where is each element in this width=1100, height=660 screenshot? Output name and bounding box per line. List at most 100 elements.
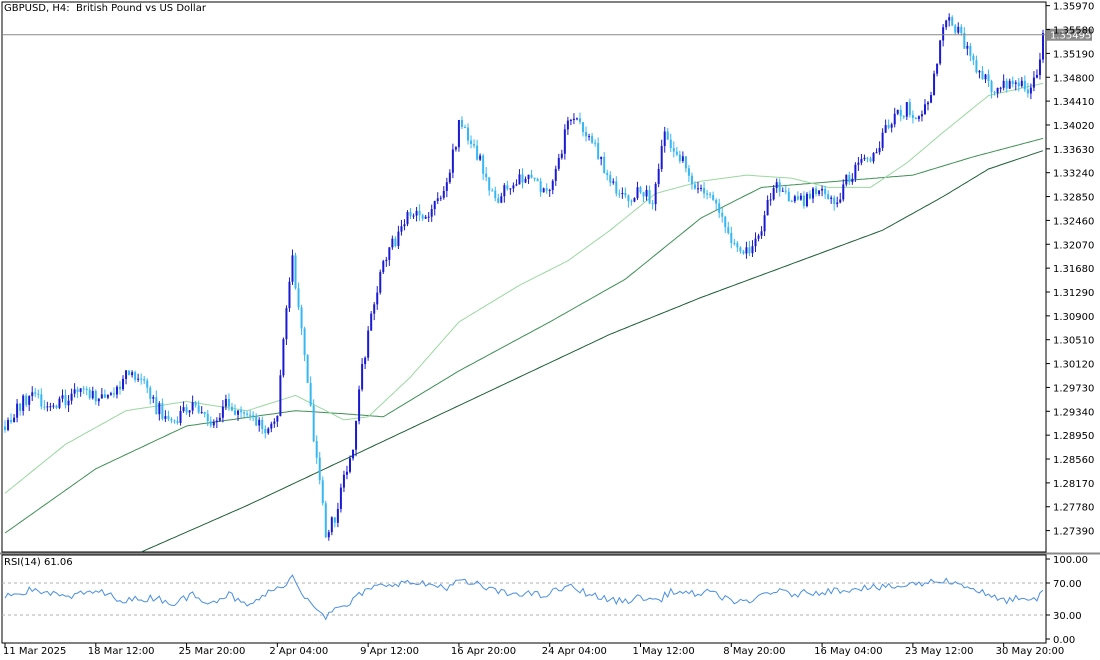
candle-body <box>25 395 28 405</box>
candle-body <box>715 199 718 204</box>
mid-ma-line <box>4 137 1044 534</box>
candle <box>82 385 85 395</box>
time-tick-label: 30 May 20:00 <box>996 646 1065 657</box>
candle-body <box>697 188 700 190</box>
candle-body <box>585 132 588 137</box>
candle <box>639 186 642 194</box>
candle-body <box>436 198 439 202</box>
candle <box>524 176 527 184</box>
candle <box>103 389 106 399</box>
candle-body <box>194 402 197 406</box>
candle-body <box>176 421 179 423</box>
candle-body <box>920 114 923 117</box>
candle <box>463 124 466 129</box>
candle-body <box>482 155 485 174</box>
candle <box>796 191 799 201</box>
candle <box>330 516 333 536</box>
candle <box>22 394 25 416</box>
candle <box>600 156 603 166</box>
candle <box>315 435 318 464</box>
candle <box>94 389 97 405</box>
candle-body <box>784 190 787 192</box>
candle <box>500 192 503 204</box>
candle <box>609 171 612 187</box>
candle <box>721 207 724 223</box>
current-price-line: 1.35495 <box>2 28 1092 42</box>
candle <box>261 416 264 435</box>
candle-body <box>237 410 240 415</box>
candle <box>569 118 572 126</box>
candle-body <box>330 517 333 533</box>
candle <box>893 107 896 128</box>
candle-body <box>460 120 463 128</box>
symbol-description: British Pound vs US Dollar <box>76 3 206 14</box>
candle <box>352 449 355 461</box>
candle <box>784 185 787 195</box>
candle <box>836 196 839 208</box>
price-tick-label: 1.29340 <box>1053 407 1094 418</box>
candle <box>476 139 479 161</box>
candle <box>470 135 473 149</box>
candle-body <box>718 203 721 213</box>
candle <box>506 180 509 191</box>
candle <box>509 188 512 195</box>
candle-body <box>866 157 869 159</box>
candle <box>421 213 424 221</box>
candle <box>863 154 866 161</box>
candle-body <box>500 196 503 203</box>
candle-body <box>515 184 518 186</box>
price-tick-label: 1.35580 <box>1053 26 1094 37</box>
candle <box>678 150 681 164</box>
candle <box>206 409 209 427</box>
candle-body <box>690 175 693 185</box>
candle-body <box>594 142 597 144</box>
candle <box>52 403 55 409</box>
candle <box>748 240 751 256</box>
candle-body <box>439 197 442 199</box>
candle <box>494 186 497 202</box>
candle <box>563 124 566 160</box>
candle <box>751 240 754 257</box>
candle <box>763 210 766 237</box>
candle <box>43 400 46 411</box>
moving-averages <box>4 82 1044 553</box>
candle-body <box>930 95 933 103</box>
candle <box>294 252 297 290</box>
candle <box>336 502 339 528</box>
rsi-tick-label: 70.00 <box>1053 579 1082 590</box>
candle-body <box>769 199 772 201</box>
candle <box>13 414 16 423</box>
candle-body <box>333 517 336 523</box>
candle-body <box>905 102 908 117</box>
candle-body <box>294 255 297 289</box>
candle-body <box>19 403 22 411</box>
candle <box>591 133 594 145</box>
candle <box>948 13 951 27</box>
candle <box>530 169 533 179</box>
candle <box>518 169 521 185</box>
candle-body <box>987 74 990 82</box>
candle <box>164 410 167 422</box>
candle-body <box>479 155 482 160</box>
candle <box>342 470 345 493</box>
candle-body <box>491 190 494 192</box>
candle <box>128 370 131 376</box>
candle <box>439 195 442 202</box>
candle <box>572 113 575 125</box>
candle <box>930 91 933 104</box>
candle-body <box>545 188 548 191</box>
candle <box>881 128 884 152</box>
candlesticks[interactable] <box>4 13 1044 541</box>
candle <box>436 192 439 205</box>
candle-body <box>772 188 775 200</box>
candle-body <box>7 420 10 430</box>
candle-body <box>336 508 339 523</box>
candle <box>548 188 551 197</box>
candle <box>221 400 224 423</box>
candle <box>170 417 173 424</box>
candle-body <box>548 189 551 191</box>
candle-body <box>684 156 687 169</box>
candle-body <box>703 187 706 194</box>
candle-body <box>4 426 6 430</box>
candle-body <box>881 132 884 148</box>
